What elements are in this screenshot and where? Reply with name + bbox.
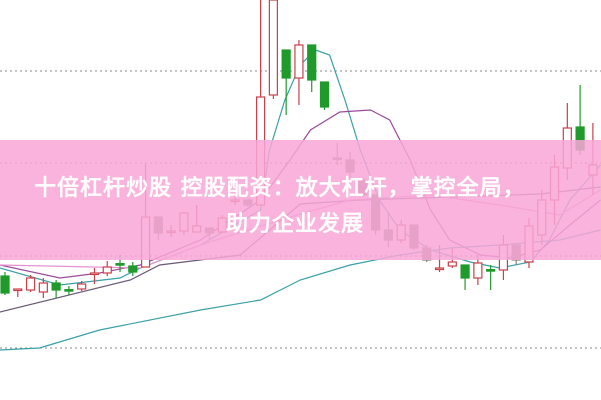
candle-body [486,269,496,272]
candle-body [51,282,61,291]
candle-body [38,282,48,293]
banner-title-line-1: 十倍杠杆炒股 控股配资：放大杠杆，掌控全局， [34,176,526,201]
candle-body [102,266,112,274]
candle-body [13,288,23,292]
candle-body [319,81,330,108]
candle-body [77,283,87,290]
banner-title-line-2: 助力企业发展 [226,212,365,237]
candle-body [294,44,304,79]
candle-body [434,267,445,271]
candle-body [64,289,74,292]
candle-body [25,277,36,291]
candle-body [0,275,10,294]
title-banner [0,140,601,260]
candle-body [460,264,470,279]
candle-body [281,49,291,79]
candle-body [307,44,317,81]
candle-body [128,265,138,273]
candle-body [115,263,125,266]
candle-body [268,0,278,96]
candle-body [89,272,100,276]
candle-body [447,261,457,267]
candle-body [473,262,483,279]
